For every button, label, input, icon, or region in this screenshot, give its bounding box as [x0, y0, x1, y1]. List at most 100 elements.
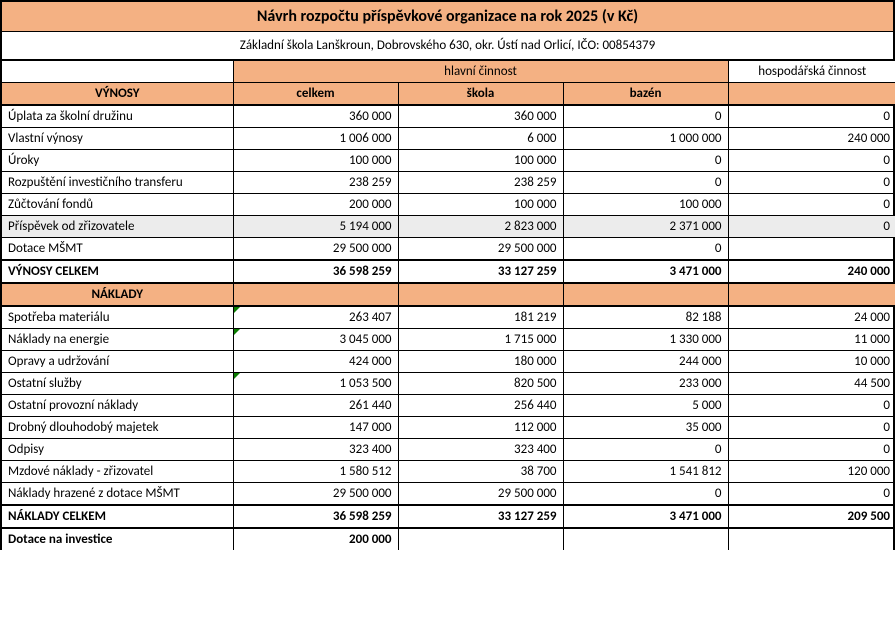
- costs-header-row: NÁKLADY: [2, 283, 895, 306]
- cost-bazen: 5 000: [563, 395, 728, 417]
- cost-celkem: 424 000: [233, 351, 398, 373]
- revenue-skola: 100 000: [398, 150, 563, 172]
- revenue-bazen: 0: [563, 238, 728, 261]
- col-hosp-blank: [728, 83, 895, 106]
- investment-row: Dotace na investice 200 000: [2, 528, 895, 550]
- revenue-bazen: 0: [563, 172, 728, 194]
- revenues-total-bazen: 3 471 000: [563, 260, 728, 283]
- cost-bazen: 244 000: [563, 351, 728, 373]
- revenue-celkem: 200 000: [233, 194, 398, 216]
- cost-row: Opravy a udržování424 000180 000244 0001…: [2, 351, 895, 373]
- cost-skola: 180 000: [398, 351, 563, 373]
- cost-skola: 38 700: [398, 461, 563, 483]
- budget-table: hlavní činnost hospodářská činnost VÝNOS…: [2, 61, 895, 550]
- cost-skola: 256 440: [398, 395, 563, 417]
- revenue-row: Zůčtování fondů200 000100 000100 0000: [2, 194, 895, 216]
- revenue-celkem: 100 000: [233, 150, 398, 172]
- revenue-label: Příspěvek od zřizovatele: [2, 216, 233, 238]
- cost-hosp: 0: [728, 483, 895, 506]
- cost-label: Opravy a udržování: [2, 351, 233, 373]
- cost-row: Odpisy323 400323 40000: [2, 439, 895, 461]
- revenue-celkem: 238 259: [233, 172, 398, 194]
- cost-bazen: 1 541 812: [563, 461, 728, 483]
- cost-row: Mzdové náklady - zřizovatel1 580 51238 7…: [2, 461, 895, 483]
- cost-skola: 323 400: [398, 439, 563, 461]
- revenues-total-label: VÝNOSY CELKEM: [2, 260, 233, 283]
- cost-bazen: 82 188: [563, 306, 728, 329]
- revenue-hosp: 0: [728, 216, 895, 238]
- costs-total-bazen: 3 471 000: [563, 505, 728, 528]
- costs-total-hosp: 209 500: [728, 505, 895, 528]
- revenue-hosp: [728, 238, 895, 261]
- cost-bazen: 0: [563, 439, 728, 461]
- revenue-bazen: 100 000: [563, 194, 728, 216]
- cost-hosp: 44 500: [728, 373, 895, 395]
- col-group-other: hospodářská činnost: [728, 61, 895, 83]
- cost-label: Ostatní služby: [2, 373, 233, 395]
- revenue-bazen: 0: [563, 105, 728, 128]
- investment-label: Dotace na investice: [2, 528, 233, 550]
- cost-row: Náklady na energie3 045 0001 715 0001 33…: [2, 329, 895, 351]
- cost-bazen: 0: [563, 483, 728, 506]
- cost-hosp: 0: [728, 417, 895, 439]
- cost-row: Ostatní provozní náklady261 440256 4405 …: [2, 395, 895, 417]
- cost-skola: 29 500 000: [398, 483, 563, 506]
- cost-celkem: 1 580 512: [233, 461, 398, 483]
- revenue-skola: 29 500 000: [398, 238, 563, 261]
- revenue-row: Vlastní výnosy1 006 0006 0001 000 000240…: [2, 128, 895, 150]
- investment-celkem: 200 000: [233, 528, 398, 550]
- column-header-row: VÝNOSY celkem škola bazén: [2, 83, 895, 106]
- col-bazen: bazén: [563, 83, 728, 106]
- costs-total-skola: 33 127 259: [398, 505, 563, 528]
- revenue-skola: 360 000: [398, 105, 563, 128]
- revenue-label: Rozpuštění investičního transferu: [2, 172, 233, 194]
- revenue-celkem: 29 500 000: [233, 238, 398, 261]
- sheet-title: Návrh rozpočtu příspěvkové organizace na…: [2, 2, 893, 32]
- cost-label: Náklady hrazené z dotace MŠMT: [2, 483, 233, 506]
- cost-skola: 181 219: [398, 306, 563, 329]
- cost-celkem: 3 045 000: [233, 329, 398, 351]
- revenue-bazen: 0: [563, 150, 728, 172]
- revenue-bazen: 1 000 000: [563, 128, 728, 150]
- revenue-hosp: 240 000: [728, 128, 895, 150]
- costs-total-row: NÁKLADY CELKEM 36 598 259 33 127 259 3 4…: [2, 505, 895, 528]
- revenues-total-hosp: 240 000: [728, 260, 895, 283]
- revenue-bazen: 2 371 000: [563, 216, 728, 238]
- cost-skola: 820 500: [398, 373, 563, 395]
- cost-hosp: 11 000: [728, 329, 895, 351]
- revenue-label: Dotace MŠMT: [2, 238, 233, 261]
- cost-celkem: 263 407: [233, 306, 398, 329]
- revenue-hosp: 0: [728, 172, 895, 194]
- cost-hosp: 10 000: [728, 351, 895, 373]
- revenue-celkem: 5 194 000: [233, 216, 398, 238]
- revenue-celkem: 360 000: [233, 105, 398, 128]
- cost-label: Drobný dlouhodobý majetek: [2, 417, 233, 439]
- revenue-skola: 100 000: [398, 194, 563, 216]
- costs-total-label: NÁKLADY CELKEM: [2, 505, 233, 528]
- section-costs-header: NÁKLADY: [2, 283, 233, 306]
- revenues-total-celkem: 36 598 259: [233, 260, 398, 283]
- revenue-hosp: 0: [728, 105, 895, 128]
- revenue-skola: 6 000: [398, 128, 563, 150]
- cost-label: Odpisy: [2, 439, 233, 461]
- section-revenues-header: VÝNOSY: [2, 83, 233, 106]
- sheet-subtitle: Základní škola Lanškroun, Dobrovského 63…: [2, 32, 893, 61]
- revenue-hosp: 0: [728, 150, 895, 172]
- revenue-skola: 2 823 000: [398, 216, 563, 238]
- revenues-total-skola: 33 127 259: [398, 260, 563, 283]
- cost-hosp: 0: [728, 439, 895, 461]
- cost-bazen: 35 000: [563, 417, 728, 439]
- revenue-label: Úplata za školní družinu: [2, 105, 233, 128]
- col-group-main: hlavní činnost: [233, 61, 728, 83]
- cost-row: Ostatní služby1 053 500820 500233 00044 …: [2, 373, 895, 395]
- revenue-label: Vlastní výnosy: [2, 128, 233, 150]
- revenue-row: Úplata za školní družinu360 000360 00000: [2, 105, 895, 128]
- revenue-label: Úroky: [2, 150, 233, 172]
- col-celkem: celkem: [233, 83, 398, 106]
- costs-total-celkem: 36 598 259: [233, 505, 398, 528]
- cost-label: Náklady na energie: [2, 329, 233, 351]
- group-header-row: hlavní činnost hospodářská činnost: [2, 61, 895, 83]
- cost-bazen: 233 000: [563, 373, 728, 395]
- revenue-row: Příspěvek od zřizovatele5 194 0002 823 0…: [2, 216, 895, 238]
- revenue-row: Dotace MŠMT29 500 00029 500 0000: [2, 238, 895, 261]
